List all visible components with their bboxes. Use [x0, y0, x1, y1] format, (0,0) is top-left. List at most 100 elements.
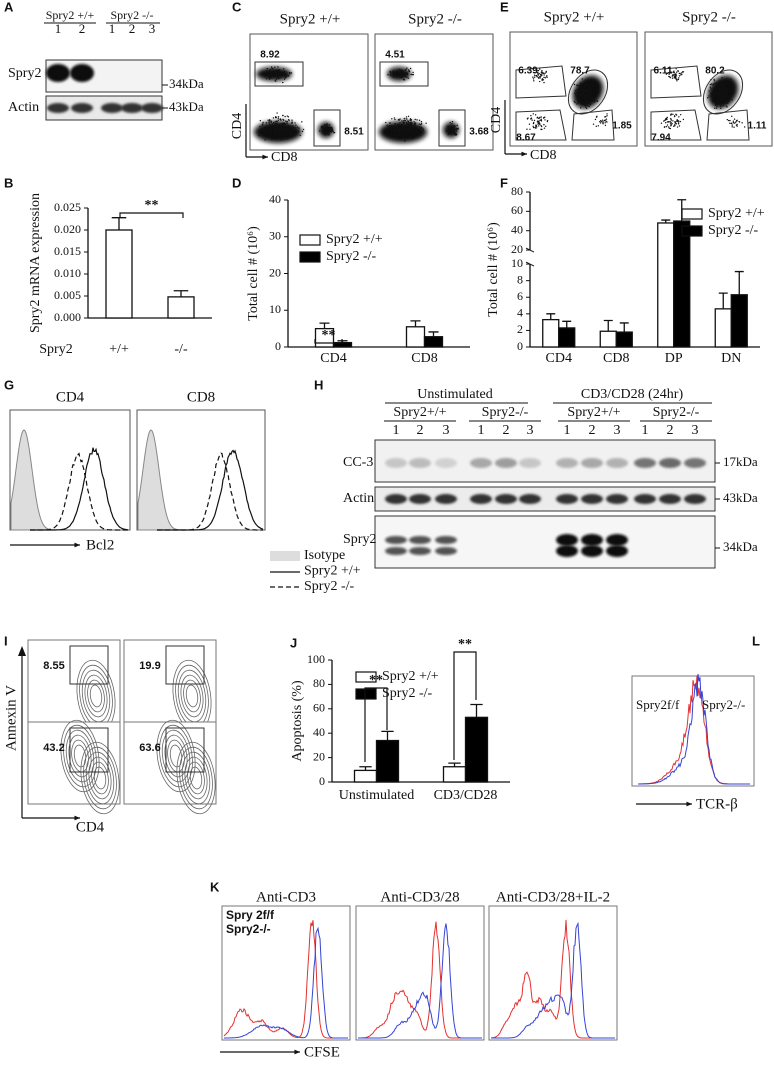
event-dot	[583, 90, 586, 93]
event-dot	[731, 124, 733, 126]
event-dot	[575, 91, 577, 93]
event-dot	[286, 120, 288, 123]
event-dot	[723, 95, 725, 98]
event-dot	[326, 124, 328, 126]
gate-value: 3.68	[469, 127, 489, 138]
event-dot	[266, 128, 268, 130]
event-dot	[729, 122, 731, 124]
event-dot	[714, 104, 717, 106]
event-dot	[400, 129, 403, 131]
event-dot	[273, 70, 276, 72]
axis-label: CD8	[271, 150, 297, 165]
event-dot	[276, 73, 278, 75]
event-dot	[735, 121, 737, 123]
event-dot	[277, 133, 280, 135]
event-dot	[326, 127, 328, 130]
event-dot	[708, 95, 710, 97]
event-dot	[453, 128, 455, 130]
event-dot	[268, 78, 271, 80]
event-dot	[727, 90, 730, 92]
event-dot	[407, 127, 409, 129]
event-dot	[673, 73, 675, 75]
arrow-head	[18, 646, 26, 656]
band	[495, 458, 517, 468]
event-dot	[270, 74, 273, 76]
legend-label: Spry2 -/-	[708, 223, 759, 238]
event-dot	[404, 140, 406, 142]
event-dot	[419, 126, 421, 128]
event-dot	[265, 125, 267, 127]
event-dot	[287, 138, 289, 140]
y-tick-label: 0	[517, 339, 523, 353]
legend-label: Spry2-/-	[702, 697, 745, 712]
event-dot	[722, 86, 724, 89]
event-dot	[594, 118, 597, 121]
event-dot	[542, 79, 545, 81]
band	[409, 458, 431, 468]
contour	[164, 734, 188, 778]
event-dot	[738, 121, 741, 123]
event-dot	[451, 130, 454, 132]
event-dot	[724, 86, 727, 88]
event-dot	[589, 92, 591, 95]
event-dot	[395, 132, 397, 135]
event-dot	[275, 72, 277, 74]
event-dot	[670, 71, 672, 74]
label: Actin	[8, 100, 39, 115]
band	[606, 494, 628, 504]
event-dot	[283, 135, 286, 137]
event-dot	[727, 88, 730, 90]
label: 43kDa	[169, 99, 204, 114]
event-dot	[666, 116, 668, 119]
y-tick-label: 20	[313, 749, 325, 763]
x-tick-label: CD3/CD28	[434, 788, 498, 803]
event-dot	[672, 120, 674, 122]
event-dot	[593, 84, 596, 87]
event-dot	[587, 79, 590, 81]
event-dot	[273, 74, 276, 77]
event-dot	[721, 98, 723, 101]
event-dot	[269, 129, 271, 131]
significance-bracket	[364, 687, 388, 762]
event-dot	[591, 83, 594, 85]
event-dot	[720, 94, 723, 97]
event-dot	[321, 127, 323, 129]
event-dot	[584, 89, 587, 91]
event-dot	[590, 84, 592, 86]
event-dot	[282, 126, 285, 129]
event-dot	[277, 132, 279, 134]
event-dot	[538, 123, 541, 125]
event-dot	[412, 73, 415, 76]
event-dot	[272, 127, 274, 129]
event-dot	[398, 137, 400, 139]
event-dot	[600, 120, 603, 123]
event-dot	[298, 127, 300, 129]
y-tick-label: 0.020	[54, 222, 81, 236]
event-dot	[407, 131, 410, 133]
event-dot	[666, 72, 669, 74]
event-dot	[582, 89, 585, 91]
event-dot	[606, 121, 608, 123]
legend-label: Spry2 +/+	[708, 206, 765, 221]
event-dot	[582, 101, 584, 103]
event-dot	[673, 125, 675, 127]
gate	[702, 69, 744, 115]
gate-value: 8.55	[43, 660, 64, 672]
event-dot	[671, 77, 674, 79]
event-dot	[606, 113, 608, 115]
event-dot	[398, 129, 400, 132]
event-dot	[723, 93, 725, 95]
band	[556, 545, 578, 557]
event-dot	[576, 84, 578, 86]
event-dot	[385, 133, 387, 135]
event-dot	[581, 78, 583, 80]
event-dot	[532, 113, 534, 115]
event-dot	[537, 74, 540, 76]
event-dot	[387, 73, 389, 76]
event-dot	[538, 122, 540, 124]
event-dot	[398, 128, 400, 130]
event-dot	[544, 72, 546, 74]
event-dot	[580, 98, 583, 100]
event-dot	[405, 128, 407, 131]
event-dot	[719, 93, 722, 95]
